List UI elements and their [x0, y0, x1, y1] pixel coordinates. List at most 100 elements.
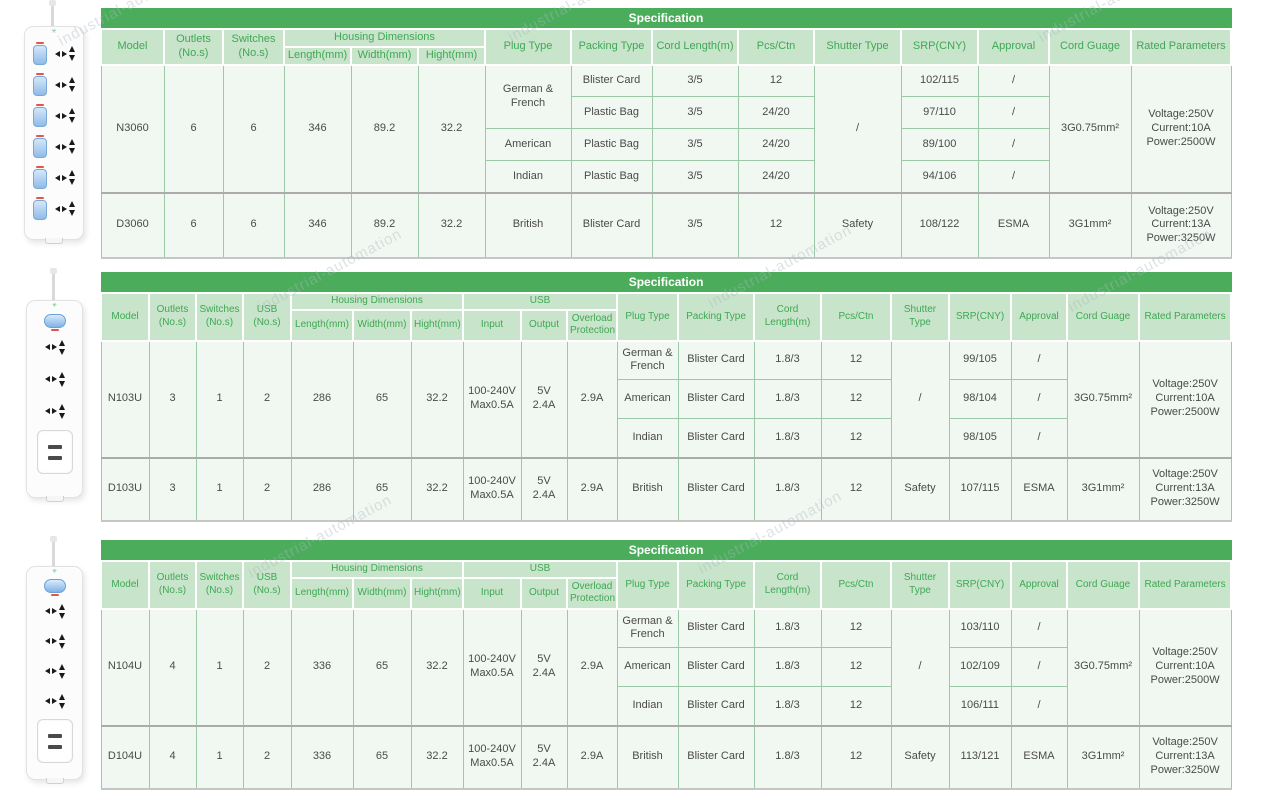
cell-cord-length: 1.8/3 — [753, 418, 822, 458]
cell-cord-length: 1.8/3 — [753, 608, 822, 648]
outlet-row — [33, 100, 75, 131]
col-header-pcs-ctn: Pcs/Ctn — [820, 560, 892, 610]
cell-pcs-ctn: 24/20 — [737, 96, 815, 130]
switch-icon — [33, 45, 47, 65]
spec-table-n103u: Specification Model Outlets (No.s) Switc… — [100, 272, 1233, 522]
cell-rated-parameters: Voltage:250V Current:13A Power:3250W — [1138, 724, 1232, 790]
cell-packing-type: Plastic Bag — [570, 128, 653, 162]
cell-cord-length: 1.8/3 — [753, 456, 822, 522]
col-header-rated-parameters: Rated Parameters — [1137, 292, 1233, 342]
col-header-pcs-ctn: Pcs/Ctn — [820, 292, 892, 342]
cell-model: N104U — [100, 608, 150, 726]
universal-socket-icon — [55, 170, 75, 185]
cell-packing-type: Blister Card — [570, 191, 653, 259]
cell-pcs-ctn: 24/20 — [737, 160, 815, 194]
mounting-tab — [45, 238, 63, 244]
usb-module — [36, 430, 73, 474]
outlet-row — [33, 69, 75, 100]
cell-overload: 2.9A — [566, 456, 618, 522]
outlet-row — [44, 686, 65, 716]
col-header-cord-length: Cord Length(m) — [753, 560, 822, 610]
cell-usb-input: 100-240V Max0.5A — [462, 608, 522, 726]
cell-plug-type: German & French — [484, 64, 572, 130]
col-header-outlets: Outlets (No.s) — [163, 28, 224, 66]
col-header-cord-length: Cord Length(m) — [651, 28, 739, 66]
cell-shutter-type: / — [890, 608, 950, 726]
cell-plug-type: British — [616, 724, 679, 790]
outlet-row — [33, 38, 75, 69]
cell-length: 346 — [283, 191, 352, 259]
cell-approval: / — [977, 64, 1050, 98]
col-header-usb-output: Output — [520, 308, 568, 342]
col-header-hight: Hight(mm) — [410, 576, 464, 610]
col-header-model: Model — [100, 292, 150, 342]
col-header-packing-type: Packing Type — [677, 560, 755, 610]
cell-approval: / — [977, 96, 1050, 130]
cell-model: N103U — [100, 340, 150, 458]
col-header-approval: Approval — [977, 28, 1050, 66]
switch-icon — [43, 579, 66, 593]
col-header-cord-guage: Cord Guage — [1048, 28, 1132, 66]
cell-pcs-ctn: 12 — [820, 379, 892, 419]
col-header-pcs-ctn: Pcs/Ctn — [737, 28, 815, 66]
indicator-led-icon — [36, 73, 44, 75]
universal-socket-icon — [55, 201, 75, 216]
cell-shutter-type: / — [890, 340, 950, 458]
cell-approval: ESMA — [977, 191, 1050, 259]
cell-width: 65 — [352, 724, 412, 790]
cell-width: 89.2 — [350, 64, 419, 194]
cell-length: 286 — [290, 340, 354, 458]
brand-logo-icon: ✳ — [51, 569, 58, 575]
universal-socket-icon — [55, 77, 75, 92]
cell-outlets: 6 — [163, 191, 224, 259]
power-cord — [52, 270, 55, 302]
cell-hight: 32.2 — [410, 456, 464, 522]
cell-cord-guage: 3G1mm² — [1066, 724, 1140, 790]
outlet-row — [33, 193, 75, 224]
col-header-plug-type: Plug Type — [616, 292, 679, 342]
cell-cord-guage: 3G0.75mm² — [1066, 340, 1140, 458]
cell-approval: / — [1010, 379, 1068, 419]
indicator-led-icon — [36, 197, 44, 199]
col-header-approval: Approval — [1010, 292, 1068, 342]
cell-length: 336 — [290, 608, 354, 726]
cell-shutter-type: Safety — [890, 456, 950, 522]
col-header-overload-protection: Overload Protection — [566, 576, 618, 610]
cell-model: D3060 — [100, 191, 165, 259]
col-header-length: Length(mm) — [283, 45, 352, 66]
col-header-switches: Switches (No.s) — [195, 292, 244, 342]
cell-usb-no: 2 — [242, 340, 292, 458]
cell-usb-input: 100-240V Max0.5A — [462, 724, 522, 790]
cell-usb-input: 100-240V Max0.5A — [462, 456, 522, 522]
col-header-width: Width(mm) — [352, 308, 412, 342]
outlet-row — [44, 331, 65, 363]
indicator-led-icon — [36, 104, 44, 106]
cell-cord-length: 1.8/3 — [753, 724, 822, 790]
universal-socket-icon — [55, 139, 75, 154]
cell-switches: 1 — [195, 724, 244, 790]
cell-approval: / — [1010, 340, 1068, 380]
cell-packing-type: Blister Card — [677, 608, 755, 648]
cell-hight: 32.2 — [410, 608, 464, 726]
cell-model: D104U — [100, 724, 150, 790]
col-header-shutter-type: Shutter Type — [813, 28, 902, 66]
cell-packing-type: Plastic Bag — [570, 96, 653, 130]
power-plug-tip — [50, 268, 57, 274]
cell-approval: ESMA — [1010, 456, 1068, 522]
col-header-usb-input: Input — [462, 308, 522, 342]
outlet-row — [44, 395, 65, 427]
master-switch — [43, 579, 66, 596]
cell-usb-input: 100-240V Max0.5A — [462, 340, 522, 458]
cell-overload: 2.9A — [566, 340, 618, 458]
cell-outlets: 4 — [148, 608, 197, 726]
cell-srp: 98/104 — [948, 379, 1012, 419]
universal-socket-icon — [44, 603, 65, 619]
cell-cord-length: 1.8/3 — [753, 647, 822, 687]
cell-cord-length: 3/5 — [651, 128, 739, 162]
universal-socket-icon — [44, 693, 65, 709]
cell-switches: 6 — [222, 64, 285, 194]
power-cord — [51, 0, 54, 28]
cell-pcs-ctn: 12 — [737, 191, 815, 259]
cell-outlets: 6 — [163, 64, 224, 194]
